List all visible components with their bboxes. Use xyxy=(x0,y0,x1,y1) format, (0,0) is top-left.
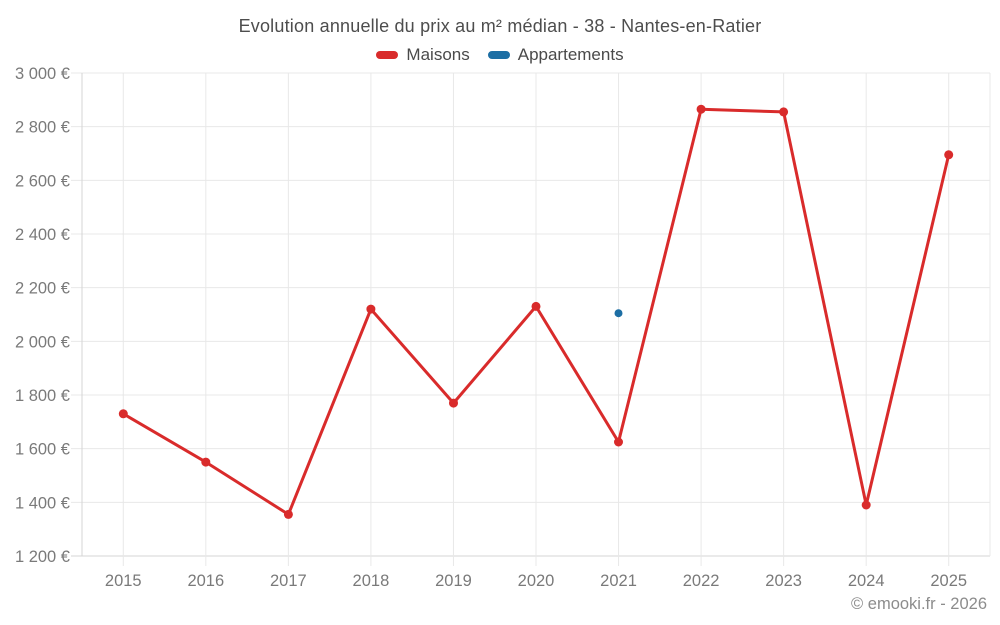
point-maisons-2018[interactable] xyxy=(366,304,376,314)
point-maisons-2019[interactable] xyxy=(449,398,458,408)
y-tick-label: 1 600 € xyxy=(15,441,70,459)
chart-title: Evolution annuelle du prix au m² médian … xyxy=(238,16,762,36)
point-maisons-2025[interactable] xyxy=(944,150,954,160)
y-tick-label: 2 800 € xyxy=(15,119,70,137)
x-tick-label-2018: 2018 xyxy=(353,572,390,590)
x-tick-label-2016: 2016 xyxy=(187,572,224,590)
maisons-legend-label: Maisons xyxy=(406,45,470,64)
x-tick-label-2025: 2025 xyxy=(930,572,967,590)
point-maisons-2024[interactable] xyxy=(861,500,871,510)
point-appartements-2021[interactable] xyxy=(614,309,623,318)
legend-item-appartements[interactable]: Appartements xyxy=(487,45,624,65)
x-tick-label-2019: 2019 xyxy=(435,572,472,590)
point-maisons-2021[interactable] xyxy=(614,437,623,447)
appartements-legend-swatch-icon xyxy=(487,51,510,59)
point-maisons-2016[interactable] xyxy=(201,457,211,467)
x-tick-label-2023: 2023 xyxy=(765,572,802,590)
y-tick-label: 2 600 € xyxy=(15,172,70,190)
point-maisons-2015[interactable] xyxy=(118,409,128,419)
x-tick-label-2021: 2021 xyxy=(600,572,637,590)
y-tick-label: 1 400 € xyxy=(15,494,70,512)
appartements-legend-label: Appartements xyxy=(517,45,624,64)
y-tick-label: 1 800 € xyxy=(15,387,70,405)
y-tick-label: 1 200 € xyxy=(15,548,70,566)
point-maisons-2023[interactable] xyxy=(779,107,789,117)
credit-footer: © emooki.fr - 2026 xyxy=(851,595,987,613)
y-tick-label: 2 400 € xyxy=(15,226,70,244)
legend: Maisons Appartements xyxy=(0,45,1000,65)
maisons-legend-swatch-icon xyxy=(376,51,399,59)
y-tick-label: 3 000 € xyxy=(15,65,70,83)
point-maisons-2020[interactable] xyxy=(531,301,541,311)
x-tick-label-2024: 2024 xyxy=(848,572,885,590)
x-tick-label-2020: 2020 xyxy=(518,572,555,590)
legend-item-maisons[interactable]: Maisons xyxy=(376,45,470,65)
x-tick-label-2015: 2015 xyxy=(105,572,142,590)
point-maisons-2017[interactable] xyxy=(283,509,293,519)
y-tick-label: 2 000 € xyxy=(15,333,70,351)
x-tick-label-2017: 2017 xyxy=(270,572,307,590)
y-tick-label: 2 200 € xyxy=(15,280,70,298)
point-maisons-2022[interactable] xyxy=(696,104,706,114)
x-tick-label-2022: 2022 xyxy=(683,572,720,590)
